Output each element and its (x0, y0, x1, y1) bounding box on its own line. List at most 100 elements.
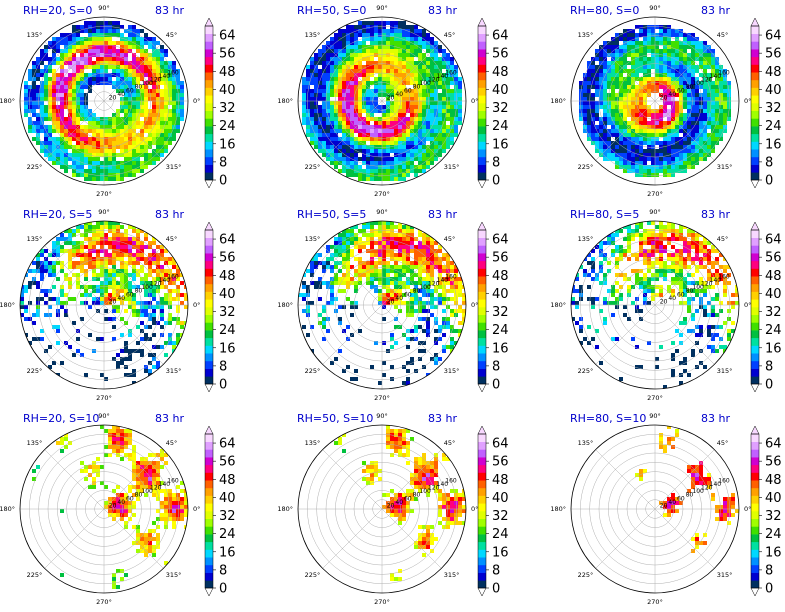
field-cell (76, 121, 80, 125)
field-cell (20, 297, 24, 301)
field-cell (422, 165, 426, 169)
field-cell (346, 69, 350, 73)
field-cell (394, 157, 398, 161)
field-cell (671, 133, 675, 137)
field-cell (382, 77, 386, 81)
field-cell (607, 133, 611, 137)
field-cell (579, 101, 583, 105)
field-cell (607, 129, 611, 133)
field-cell (64, 237, 68, 241)
field-cell (330, 289, 334, 293)
field-cell (639, 61, 643, 65)
field-cell (116, 137, 120, 141)
field-cell (679, 41, 683, 45)
angle-tick-labels: 0°45°90°135°180°225°270°315° (277, 4, 478, 198)
field-cell (683, 65, 687, 69)
field-cell (398, 129, 402, 133)
field-cell (28, 101, 32, 105)
field-cell (52, 269, 56, 273)
colorbar-segment (205, 41, 213, 50)
field-cell (591, 81, 595, 85)
field-cell (96, 137, 100, 141)
field-cell (104, 273, 108, 277)
field-cell (342, 105, 346, 109)
field-cell (52, 117, 56, 121)
panel-title: RH=80, S=0 (570, 4, 639, 17)
field-cell (663, 53, 667, 57)
field-cell (358, 73, 362, 77)
field-cell (655, 157, 659, 161)
field-cell (342, 113, 346, 117)
field-cell (659, 161, 663, 165)
field-cell (390, 281, 394, 285)
field-cell (108, 45, 112, 49)
field-cell (627, 113, 631, 117)
field-cell (430, 293, 434, 297)
field-cell (104, 161, 108, 165)
field-cell (675, 125, 679, 129)
field-cell (80, 37, 84, 41)
field-cell (96, 173, 100, 177)
field-cell (44, 153, 48, 157)
field-cell (611, 69, 615, 73)
field-cell (591, 101, 595, 105)
field-cell (414, 93, 418, 97)
field-cell (20, 293, 24, 297)
field-cell (88, 61, 92, 65)
field-cell (168, 321, 172, 325)
field-cell (310, 109, 314, 113)
field-cell (124, 169, 128, 173)
field-cell (651, 137, 655, 141)
field-cell (136, 105, 140, 109)
field-cell (679, 49, 683, 53)
field-cell (52, 249, 56, 253)
colorbar-segment (205, 283, 213, 292)
field-cell (84, 101, 88, 105)
field-cell (52, 125, 56, 129)
field-cell (326, 97, 330, 101)
field-cell (651, 33, 655, 37)
field-cell (438, 293, 442, 297)
field-cell (390, 49, 394, 53)
field-cell (132, 113, 136, 117)
colorbar-tick-label: 40 (492, 83, 509, 98)
field-cell (410, 305, 414, 309)
field-cell (430, 65, 434, 69)
field-cell (358, 249, 362, 253)
field-cell (446, 61, 450, 65)
field-cell (334, 277, 338, 281)
polar-panel: 204060801001201401600°45°90°135°180°225°… (550, 4, 781, 198)
field-cell (647, 137, 651, 141)
field-cell (410, 105, 414, 109)
field-cell (28, 341, 32, 345)
field-cell (112, 113, 116, 117)
field-cell (386, 169, 390, 173)
field-cell (76, 105, 80, 109)
field-cell (691, 149, 695, 153)
field-cell (631, 137, 635, 141)
field-cell (80, 253, 84, 257)
colorbar-segment (478, 110, 486, 119)
field-cell (595, 117, 599, 121)
field-cell (438, 109, 442, 113)
field-cell (362, 229, 366, 233)
field-cell (36, 137, 40, 141)
field-cell (723, 81, 727, 85)
field-cell (667, 89, 671, 93)
field-cell (156, 265, 160, 269)
field-cell (180, 333, 184, 337)
field-cell (112, 133, 116, 137)
field-cell (599, 89, 603, 93)
field-cell (370, 165, 374, 169)
field-cell (414, 285, 418, 289)
panel-title: RH=20, S=0 (23, 4, 92, 17)
field-cell (156, 89, 160, 93)
field-cell (338, 45, 342, 49)
field-cell (394, 277, 398, 281)
field-cell (124, 109, 128, 113)
field-cell (627, 137, 631, 141)
field-cell (120, 257, 124, 261)
field-cell (116, 141, 120, 145)
field-cell (651, 29, 655, 33)
field-cell (410, 237, 414, 241)
